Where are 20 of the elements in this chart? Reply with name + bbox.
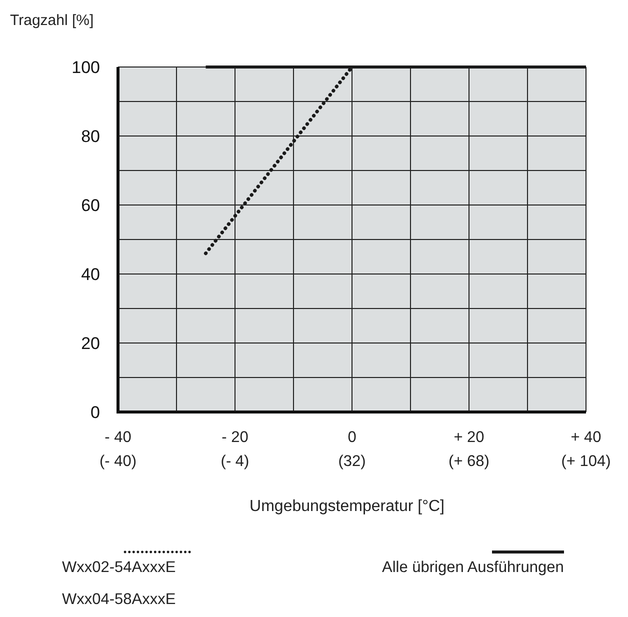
x2-tick-label: (+ 68) <box>448 453 490 470</box>
x-tick-label: + 20 <box>454 429 485 446</box>
x2-tick-label: (+ 104) <box>561 453 611 470</box>
y-axis-title: Tragzahl [%] <box>10 12 94 29</box>
x2-tick-label: (- 4) <box>220 453 250 470</box>
y-tick-label: 0 <box>90 403 100 422</box>
x2-tick-label: (- 40) <box>99 453 137 470</box>
x-tick-label: - 40 <box>104 429 132 446</box>
x-tick-label: 0 <box>348 429 357 446</box>
legend-label: Alle übrigen Ausführungen <box>382 559 564 576</box>
y-tick-label: 100 <box>72 58 100 77</box>
x-axis-title: Umgebungstemperatur [°C] <box>250 498 444 515</box>
x2-tick-label: (32) <box>338 453 366 470</box>
y-tick-label: 80 <box>81 127 100 146</box>
y-tick-label: 60 <box>81 196 100 215</box>
x-tick-label: + 40 <box>570 429 602 446</box>
legend-label: Wxx02-54AxxxE Wxx04-58AxxxE <box>62 559 176 608</box>
y-tick-label: 20 <box>81 334 100 353</box>
y-tick-label: 40 <box>81 265 100 284</box>
x-tick-label: - 20 <box>222 429 249 446</box>
